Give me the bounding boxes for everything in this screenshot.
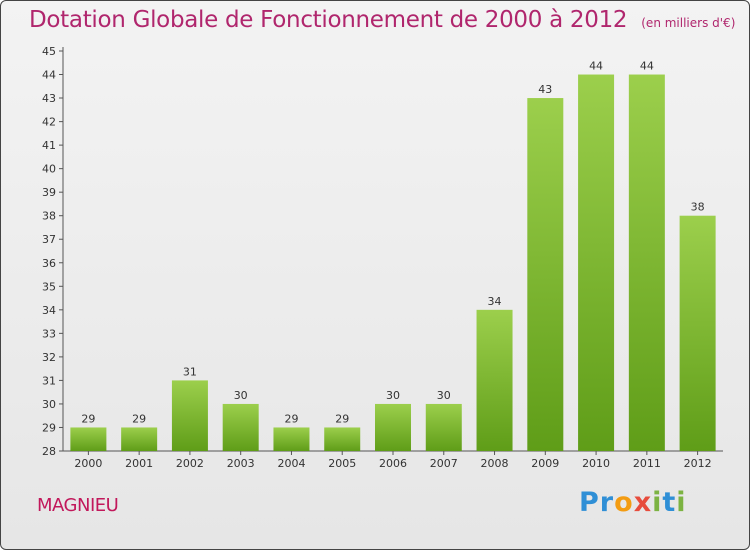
y-tick-label: 28	[42, 445, 56, 458]
bar-2009	[527, 98, 564, 451]
data-label-2006: 30	[386, 389, 400, 402]
y-tick-label: 32	[42, 351, 56, 364]
x-tick-label-2012: 2012	[684, 457, 712, 470]
bar-2010	[578, 74, 615, 451]
x-tick-label-2004: 2004	[277, 457, 305, 470]
bar-2003	[222, 403, 259, 451]
bar-2000	[70, 427, 107, 451]
bar-2004	[273, 427, 310, 451]
x-tick-label-2008: 2008	[481, 457, 509, 470]
x-tick-label-2011: 2011	[633, 457, 661, 470]
data-label-2003: 30	[234, 389, 248, 402]
chart-title: Dotation Globale de Fonctionnement de 20…	[29, 7, 628, 33]
y-tick-label: 40	[42, 163, 56, 176]
data-label-2009: 43	[538, 83, 552, 96]
logo-letter: x	[633, 487, 653, 518]
y-tick-label: 37	[42, 233, 56, 246]
data-label-2002: 31	[183, 365, 197, 378]
y-tick-label: 34	[42, 304, 56, 317]
y-tick-label: 45	[42, 45, 56, 58]
data-label-2007: 30	[437, 389, 451, 402]
title-row: Dotation Globale de Fonctionnement de 20…	[29, 7, 735, 33]
x-tick-label-2007: 2007	[430, 457, 458, 470]
x-tick-label-2001: 2001	[125, 457, 153, 470]
y-tick-label: 35	[42, 280, 56, 293]
y-tick-label: 38	[42, 210, 56, 223]
x-tick-label-2010: 2010	[582, 457, 610, 470]
data-label-2010: 44	[589, 60, 603, 73]
bar-2012	[679, 215, 716, 451]
bar-2001	[121, 427, 158, 451]
logo-letter: r	[599, 487, 615, 518]
logo-letter: P	[579, 487, 600, 518]
bars-layer	[70, 74, 716, 451]
y-tick-label: 31	[42, 374, 56, 387]
x-tick-label-2002: 2002	[176, 457, 204, 470]
x-tick-label-2009: 2009	[531, 457, 559, 470]
y-tick-label: 39	[42, 186, 56, 199]
x-tick-label-2005: 2005	[328, 457, 356, 470]
logo-letter: i	[652, 487, 663, 518]
bar-2007	[425, 403, 462, 451]
logo-letter: o	[614, 487, 634, 518]
data-label-2005: 29	[335, 412, 349, 425]
data-label-2008: 34	[488, 295, 502, 308]
bar-2005	[324, 427, 361, 451]
data-label-2001: 29	[132, 412, 146, 425]
proxiti-logo: Proxiti	[579, 487, 687, 518]
data-label-2012: 38	[691, 201, 705, 214]
bar-2002	[171, 380, 208, 451]
x-tick-label-2006: 2006	[379, 457, 407, 470]
data-label-2000: 29	[81, 412, 95, 425]
y-tick-label: 43	[42, 92, 56, 105]
chart-subtitle: (en milliers d'€)	[641, 16, 736, 30]
y-tick-label: 33	[42, 327, 56, 340]
bar-2011	[628, 74, 665, 451]
x-tick-label-2000: 2000	[74, 457, 102, 470]
y-tick-label: 29	[42, 421, 56, 434]
labels-layer: 29 29 31 30 29 29 30 30 34 43 44 44 38	[81, 60, 704, 426]
y-tick-label: 30	[42, 398, 56, 411]
bar-2006	[375, 403, 411, 451]
y-tick-label: 41	[42, 139, 56, 152]
y-tick-label: 42	[42, 116, 56, 129]
x-tick-label-2003: 2003	[227, 457, 255, 470]
logo-letter: i	[676, 487, 687, 518]
logo-letter: t	[662, 487, 677, 518]
y-tick-label: 36	[42, 257, 56, 270]
data-label-2011: 44	[640, 60, 654, 73]
commune-name: MAGNIEU	[37, 495, 119, 516]
axis-layer: 28 29 30 31 32 33 34 35 36 37 38 39 40 41 42 43 44 45 2000…	[42, 45, 723, 470]
data-label-2004: 29	[284, 412, 298, 425]
y-tick-label: 44	[42, 69, 56, 82]
bar-2008	[476, 309, 513, 451]
